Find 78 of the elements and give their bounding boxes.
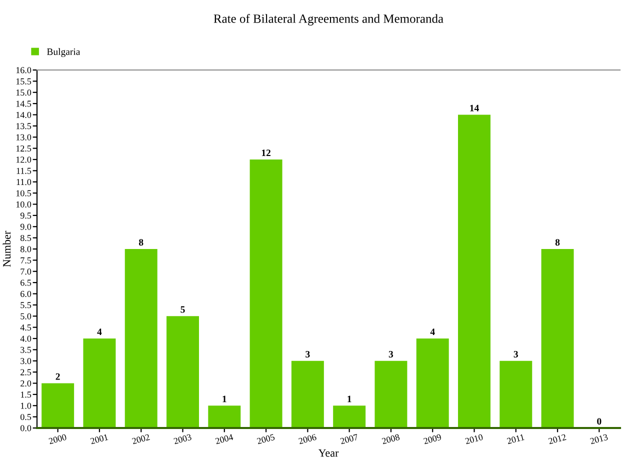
data-label: 4 — [430, 328, 435, 336]
y-tick-label: 0.5 — [20, 414, 32, 420]
x-tick-label: 2012 — [548, 434, 566, 444]
bar — [250, 160, 282, 428]
y-tick-label: 1.0 — [20, 402, 32, 409]
bar — [291, 360, 324, 428]
legend-label: Bulgaria — [47, 48, 80, 58]
data-label: 3 — [306, 350, 310, 358]
bar — [208, 406, 241, 428]
y-tick-label: 4.0 — [20, 336, 32, 342]
x-tick-label: 2011 — [506, 434, 525, 444]
x-tick-label: 2007 — [340, 434, 358, 444]
bar — [333, 406, 366, 428]
data-label: 0 — [597, 418, 602, 425]
data-label: 1 — [348, 396, 352, 402]
x-tick-label: 2010 — [464, 434, 484, 444]
data-label: 3 — [388, 350, 394, 358]
x-tick-label: 2006 — [298, 434, 317, 444]
y-tick-label: 13.0 — [16, 134, 32, 140]
bar — [500, 360, 532, 428]
y-tick-label: 13.5 — [16, 123, 32, 130]
data-label: 3 — [514, 350, 518, 358]
bar — [166, 316, 199, 428]
data-label: 8 — [139, 239, 144, 246]
bar — [124, 249, 158, 428]
y-tick-label: 8.0 — [20, 246, 32, 252]
y-tick-label: 12.0 — [16, 156, 32, 163]
y-tick-label: 14.0 — [16, 112, 32, 118]
bar — [42, 383, 74, 428]
y-tick-label: 4.5 — [20, 324, 32, 331]
y-tick-label: 14.5 — [16, 100, 32, 107]
y-tick-label: 12.5 — [16, 145, 32, 152]
y-tick-label: 5.5 — [20, 302, 32, 308]
data-label: 14 — [470, 104, 479, 112]
x-tick-label: 2003 — [173, 434, 192, 444]
y-tick-label: 11.0 — [16, 179, 32, 186]
data-label: 12 — [262, 150, 270, 156]
y-tick-label: 3.0 — [20, 358, 32, 364]
y-tick-label: 0.0 — [20, 425, 32, 432]
data-label: 8 — [555, 239, 560, 246]
y-tick-label: 5.0 — [20, 313, 32, 320]
y-tick-label: 9.5 — [20, 212, 32, 219]
data-label: 4 — [97, 328, 102, 336]
bar — [541, 249, 574, 428]
y-tick-label: 11.5 — [16, 168, 32, 174]
y-tick-label: 2.5 — [20, 369, 32, 376]
y-tick-label: 7.5 — [20, 257, 32, 264]
x-tick-label: 2008 — [382, 434, 400, 444]
y-tick-label: 16.0 — [16, 67, 32, 74]
bar — [458, 114, 490, 428]
chart-title: Rate of Bilateral Agreements and Memoranda — [214, 14, 444, 26]
x-tick-label: 2000 — [48, 434, 67, 444]
y-axis-title: Number — [2, 230, 11, 267]
y-tick-label: 9.0 — [20, 224, 32, 230]
data-label: 2 — [56, 373, 60, 380]
x-axis-title: Year — [318, 449, 339, 457]
bar — [416, 338, 449, 428]
bar — [374, 360, 408, 428]
x-tick-label: 2005 — [256, 434, 275, 444]
y-tick-label: 10.0 — [16, 201, 32, 208]
data-label: 5 — [180, 306, 185, 313]
x-tick-label: 2013 — [590, 434, 608, 444]
x-tick-label: 2001 — [90, 434, 108, 444]
x-tick-label: 2004 — [215, 434, 234, 444]
x-tick-label: 2002 — [132, 434, 150, 444]
y-tick-label: 15.0 — [16, 90, 32, 96]
y-tick-label: 8.5 — [20, 234, 32, 242]
y-tick-label: 3.5 — [20, 346, 32, 353]
x-tick-label: 2009 — [423, 434, 442, 444]
y-tick-label: 6.0 — [20, 290, 32, 298]
y-tick-label: 2.0 — [20, 380, 32, 387]
bar — [83, 338, 116, 428]
y-tick-label: 6.5 — [20, 280, 32, 286]
y-tick-label: 10.5 — [16, 190, 32, 196]
y-tick-label: 1.5 — [20, 392, 32, 398]
y-tick-label: 15.5 — [16, 78, 32, 84]
y-tick-label: 7.0 — [20, 268, 32, 275]
data-label: 1 — [222, 396, 226, 402]
